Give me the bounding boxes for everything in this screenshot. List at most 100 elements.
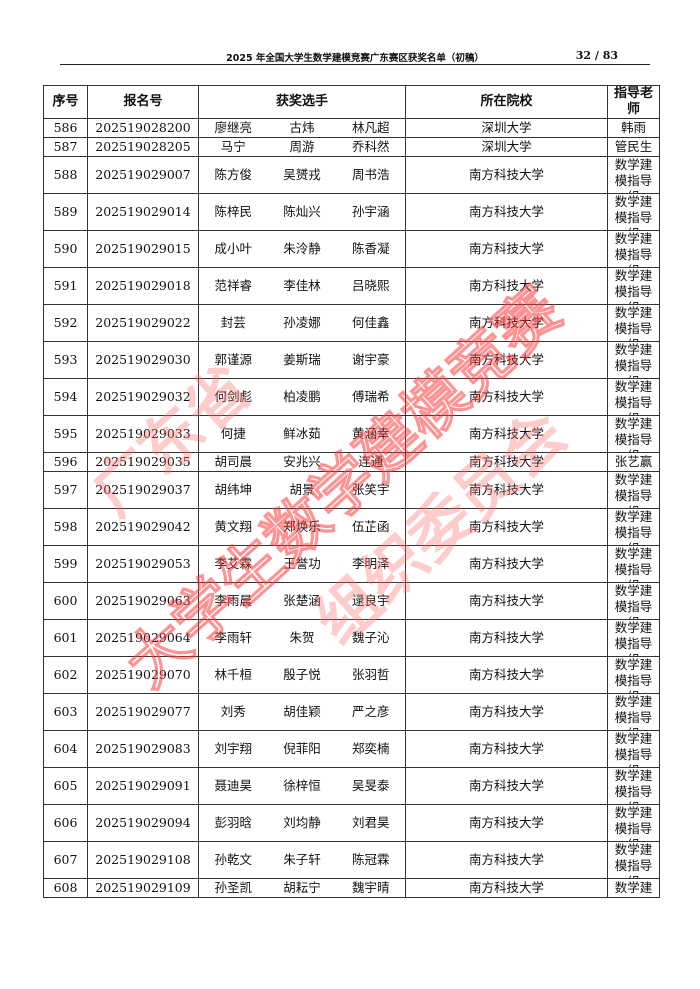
school-cell: 南方科技大学 [405, 156, 608, 194]
winner-2-cell: 徐梓恒 [267, 767, 337, 805]
winner-1-cell: 何剑彪 [198, 378, 268, 416]
registration-id-cell: 202519029030 [87, 341, 199, 379]
table-row: 593202519029030郭谨源姜斯瑞谢宇豪南方科技大学数学建模指导组 [43, 341, 660, 379]
advisor-text: 数学建模指导组 [614, 342, 653, 378]
winner-3-cell: 周书浩 [336, 156, 406, 194]
advisor-cell: 数学建模指导组 [607, 471, 660, 509]
column-header-advisor: 指导老师 [607, 85, 660, 119]
advisor-cell: 数学建模指导组 [607, 415, 660, 453]
winner-1-cell: 封芸 [198, 304, 268, 342]
winner-1-cell: 孙圣凯 [198, 878, 268, 898]
advisor-text: 数学建模指导组 [614, 157, 653, 193]
advisor-text: 张艺赢 [614, 454, 653, 469]
seq-cell: 600 [43, 582, 88, 620]
winner-3-cell: 逯良宇 [336, 582, 406, 620]
school-cell: 南方科技大学 [405, 230, 608, 268]
table-row: 601202519029064李雨轩朱贺魏子沁南方科技大学数学建模指导组 [43, 619, 660, 657]
winner-1-cell: 陈方俊 [198, 156, 268, 194]
winner-3-cell: 陈冠霖 [336, 841, 406, 879]
advisor-cell: 数学建模指导组 [607, 767, 660, 805]
winner-1-cell: 陈梓民 [198, 193, 268, 231]
registration-id-cell: 202519029042 [87, 508, 199, 546]
winner-3-cell: 吴旻泰 [336, 767, 406, 805]
page-header: 2025 年全国大学生数学建模竞赛广东赛区获奖名单（初稿） 32 / 83 [60, 48, 650, 65]
school-cell: 南方科技大学 [405, 415, 608, 453]
advisor-text: 数学建模指导组 [614, 768, 653, 804]
registration-id-cell: 202519029109 [87, 878, 199, 898]
registration-id-cell: 202519029035 [87, 452, 199, 472]
advisor-text: 数学建模指导组 [614, 472, 653, 508]
seq-cell: 590 [43, 230, 88, 268]
seq-cell: 599 [43, 545, 88, 583]
registration-id-cell: 202519029077 [87, 693, 199, 731]
winner-3-cell: 傅瑞希 [336, 378, 406, 416]
seq-cell: 592 [43, 304, 88, 342]
page-number: 32 / 83 [575, 49, 618, 62]
advisor-cell: 数学建模指导组 [607, 230, 660, 268]
registration-id-cell: 202519029108 [87, 841, 199, 879]
advisor-text: 数学建模指导组 [614, 842, 653, 878]
advisor-cell: 数学建模指导组 [607, 582, 660, 620]
seq-cell: 586 [43, 118, 88, 138]
advisor-text: 数学建模指导组 [614, 194, 653, 230]
registration-id-cell: 202519028200 [87, 118, 199, 138]
winner-1-cell: 李雨晨 [198, 582, 268, 620]
winner-3-cell: 吕晓熙 [336, 267, 406, 305]
winner-3-cell: 伍芷函 [336, 508, 406, 546]
registration-id-cell: 202519028205 [87, 137, 199, 157]
winner-2-cell: 古炜 [267, 118, 337, 138]
school-cell: 南方科技大学 [405, 193, 608, 231]
winner-3-cell: 孙宇涵 [336, 193, 406, 231]
school-cell: 南方科技大学 [405, 693, 608, 731]
advisor-text: 数学建模指导组 [614, 583, 653, 619]
advisor-cell: 数学建模指导组 [607, 730, 660, 768]
table-row: 596 202519029035 胡司晨 安兆兴 连通 南方科技大学 张艺赢 [43, 452, 660, 472]
winner-2-cell: 陈灿兴 [267, 193, 337, 231]
seq-cell: 603 [43, 693, 88, 731]
seq-cell: 595 [43, 415, 88, 453]
winner-3-cell: 谢宇豪 [336, 341, 406, 379]
winner-2-cell: 郑焕乐 [267, 508, 337, 546]
seq-cell: 593 [43, 341, 88, 379]
seq-cell: 598 [43, 508, 88, 546]
winner-3-cell: 陈香凝 [336, 230, 406, 268]
advisor-cell: 数学建模指导组 [607, 841, 660, 879]
school-cell: 南方科技大学 [405, 582, 608, 620]
winner-2-cell: 朱泠静 [267, 230, 337, 268]
school-cell: 南方科技大学 [405, 804, 608, 842]
advisor-text: 数学建模指导组 [614, 879, 653, 897]
seq-cell: 601 [43, 619, 88, 657]
winner-1-cell: 刘宇翔 [198, 730, 268, 768]
awards-table: 序号 报名号 获奖选手 所在院校 指导老师 586 202519028200 廖继亮… [43, 85, 660, 898]
registration-id-cell: 202519029033 [87, 415, 199, 453]
winner-3-cell: 黄涵幸 [336, 415, 406, 453]
table-row: 600202519029063李雨晨张楚涵逯良宇南方科技大学数学建模指导组 [43, 582, 660, 620]
winner-2-cell: 周游 [267, 137, 337, 157]
winner-1-cell: 范祥睿 [198, 267, 268, 305]
advisor-cell: 数学建模指导组 [607, 804, 660, 842]
winner-2-cell: 胡耘宁 [267, 878, 337, 898]
winner-2-cell: 吴赟戎 [267, 156, 337, 194]
advisor-cell: 数学建模指导组 [607, 508, 660, 546]
registration-id-cell: 202519029091 [87, 767, 199, 805]
advisor-cell: 管民生 [607, 137, 660, 157]
column-header-winners: 获奖选手 [198, 85, 406, 119]
advisor-cell: 数学建模指导组 [607, 267, 660, 305]
advisor-cell: 数学建模指导组 [607, 193, 660, 231]
school-cell: 南方科技大学 [405, 471, 608, 509]
table-row: 599202519029053李艾霖王誉功李明泽南方科技大学数学建模指导组 [43, 545, 660, 583]
table-header-row: 序号 报名号 获奖选手 所在院校 指导老师 [43, 85, 660, 119]
advisor-text: 管民生 [614, 139, 653, 154]
school-cell: 南方科技大学 [405, 508, 608, 546]
winner-1-cell: 何捷 [198, 415, 268, 453]
advisor-text: 数学建模指导组 [614, 379, 653, 415]
seq-cell: 589 [43, 193, 88, 231]
advisor-cell: 数学建模指导组 [607, 341, 660, 379]
advisor-cell: 数学建模指导组 [607, 545, 660, 583]
school-cell: 南方科技大学 [405, 730, 608, 768]
winner-1-cell: 郭谨源 [198, 341, 268, 379]
registration-id-cell: 202519029037 [87, 471, 199, 509]
winner-1-cell: 胡司晨 [198, 452, 268, 472]
advisor-text: 数学建模指导组 [614, 509, 653, 545]
advisor-text: 数学建模指导组 [614, 657, 653, 693]
